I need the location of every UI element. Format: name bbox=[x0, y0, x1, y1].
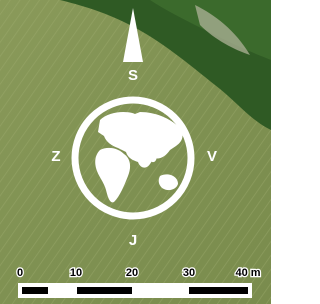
compass-west: Z bbox=[51, 148, 60, 165]
scale-label: 10 bbox=[70, 267, 82, 279]
map-view: S Z V J 0 10 20 30 40 m bbox=[0, 0, 271, 304]
scale-label: 0 bbox=[17, 267, 23, 279]
compass-south: J bbox=[129, 232, 137, 249]
scale-label: 20 bbox=[126, 267, 138, 279]
scale-bar-segment bbox=[189, 287, 248, 294]
scale-label: 30 bbox=[183, 267, 195, 279]
compass-north: S bbox=[128, 67, 138, 84]
scale-bar-segment bbox=[22, 287, 48, 294]
compass-east: V bbox=[207, 148, 217, 165]
scale-bar-segment bbox=[77, 287, 132, 294]
scale-label: 40 m bbox=[235, 267, 260, 279]
